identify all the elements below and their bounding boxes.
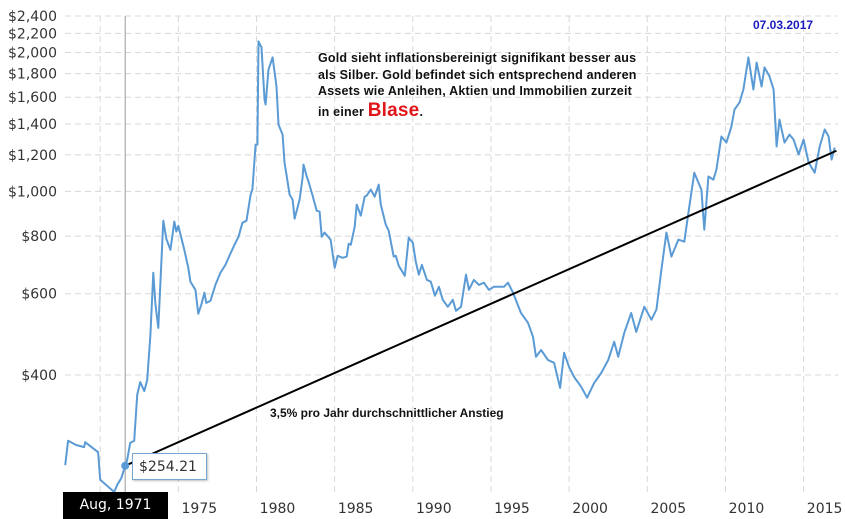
trend-label: 3,5% pro Jahr durchschnittlicher Anstieg bbox=[270, 406, 504, 420]
y-tick-label: $400 bbox=[21, 368, 57, 384]
y-tick-label: $1,200 bbox=[8, 148, 57, 164]
x-tick-label: 1995 bbox=[494, 501, 530, 517]
commentary-annotation: Gold sieht inflationsbereinigt signifika… bbox=[318, 50, 637, 120]
y-tick-label: $2,200 bbox=[8, 26, 57, 42]
horizontal-gridlines bbox=[65, 15, 838, 376]
x-tick-label: 2015 bbox=[807, 501, 843, 517]
commentary-suffix: . bbox=[419, 104, 424, 119]
y-tick-label: $2,000 bbox=[8, 46, 57, 62]
commentary-line: Assets wie Anleihen, Aktien und Immobili… bbox=[318, 84, 632, 98]
crosshair-x-label: Aug, 1971 bbox=[63, 492, 168, 519]
commentary-line: Gold sieht inflationsbereinigt signifika… bbox=[318, 51, 637, 65]
y-tick-label: $1,800 bbox=[8, 67, 57, 83]
commentary-line: in einer Blase. bbox=[318, 99, 637, 121]
x-axis-labels: 1975 1980 1985 1990 1995 2000 2005 2010 2015 bbox=[182, 501, 843, 517]
y-tick-label: $1,600 bbox=[8, 90, 57, 106]
y-tick-label: $1,400 bbox=[8, 117, 57, 133]
y-tick-label: $2,400 bbox=[8, 9, 57, 25]
x-tick-label: 1980 bbox=[260, 501, 296, 517]
x-tick-label: 1990 bbox=[416, 501, 452, 517]
trend-line bbox=[124, 149, 837, 467]
y-tick-label: $1,000 bbox=[8, 184, 57, 200]
x-tick-label: 1985 bbox=[338, 501, 374, 517]
x-tick-label: 2010 bbox=[729, 501, 765, 517]
y-axis-labels: $400 $600 $800 $1,000 $1,200 $1,400 $1,600 $1,8… bbox=[8, 9, 57, 384]
date-annotation: 07.03.2017 bbox=[753, 18, 814, 32]
commentary-line: als Silber. Gold befindet sich entsprech… bbox=[318, 67, 637, 82]
x-tick-label: 1975 bbox=[182, 501, 218, 517]
commentary-highlight: Blase bbox=[367, 99, 420, 121]
x-tick-label: 2005 bbox=[650, 501, 686, 517]
y-tick-label: $600 bbox=[21, 287, 57, 303]
x-tick-label: 2000 bbox=[572, 501, 608, 517]
y-tick-label: $800 bbox=[21, 229, 57, 245]
highlighted-data-point[interactable] bbox=[121, 461, 130, 470]
tooltip: $254.21 bbox=[132, 453, 207, 480]
commentary-prefix: in einer bbox=[318, 104, 368, 119]
